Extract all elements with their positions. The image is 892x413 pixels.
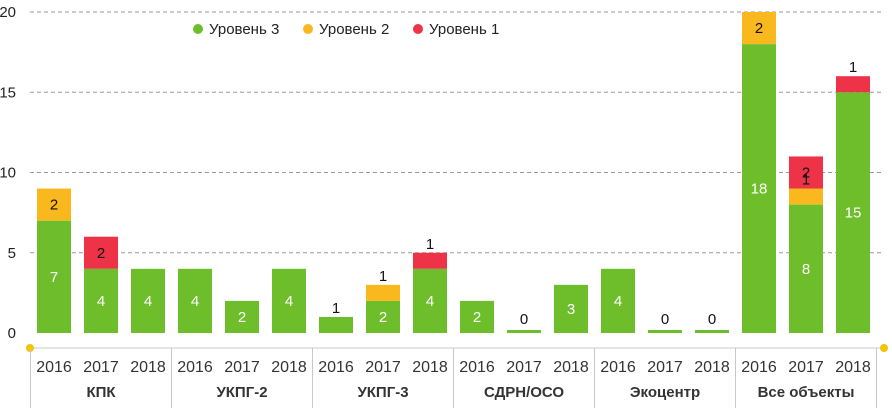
y-tick-label-10: 10 [0, 165, 16, 182]
data-label-Уровень 2-7: 1 [379, 268, 387, 285]
x-tick-label-5: 2018 [271, 359, 307, 376]
x-tick-label-7: 2017 [365, 359, 401, 376]
legend-marker-1 [303, 24, 313, 34]
x-tick-label-11: 2018 [553, 359, 589, 376]
bar-Уровень 2-7 [366, 284, 400, 301]
bar-Уровень 3-16 [789, 204, 823, 333]
data-label-Уровень 2-16: 1 [802, 172, 810, 189]
x-tick-label-0: 2016 [36, 359, 72, 376]
data-label-Уровень 3-15: 18 [751, 181, 768, 198]
data-label-Уровень 3-10: 0 [520, 311, 528, 328]
data-label-Уровень 3-17: 15 [845, 205, 862, 222]
data-label-Уровень 1-17: 1 [849, 59, 857, 76]
bar-Уровень 3-11 [554, 284, 588, 333]
bar-Уровень 3-15 [742, 44, 776, 333]
y-tick-label-0: 0 [8, 325, 16, 342]
x-tick-label-17: 2018 [835, 359, 871, 376]
x-tick-label-8: 2018 [412, 359, 448, 376]
x-tick-label-13: 2017 [647, 359, 683, 376]
x-axis-end-dot [880, 344, 888, 352]
bar-Уровень 3-0 [37, 220, 71, 333]
data-label-Уровень 3-16: 8 [802, 261, 810, 278]
bar-Уровень 2-15 [742, 12, 776, 45]
x-tick-label-15: 2016 [741, 359, 777, 376]
x-tick-label-3: 2016 [177, 359, 213, 376]
x-tick-label-16: 2017 [788, 359, 824, 376]
bar-Уровень 3-6 [319, 316, 353, 333]
bar-Уровень 1-1 [84, 236, 118, 269]
bar-Уровень 2-0 [37, 188, 71, 221]
data-label-Уровень 2-0: 2 [50, 197, 58, 214]
data-label-Уровень 3-3: 4 [191, 293, 199, 310]
legend-marker-0 [193, 24, 203, 34]
data-label-Уровень 3-12: 4 [614, 293, 622, 310]
bar-Уровень 3-5 [272, 268, 306, 333]
x-tick-label-6: 2016 [318, 359, 354, 376]
data-label-Уровень 3-5: 4 [285, 293, 293, 310]
data-label-Уровень 3-2: 4 [144, 293, 152, 310]
bar-Уровень 3-2 [131, 268, 165, 333]
x-tick-label-12: 2016 [600, 359, 636, 376]
legend-marker-2 [413, 24, 423, 34]
legend-label-0: Уровень 3 [209, 21, 279, 38]
group-label-3: СДРН/ОСО [484, 384, 564, 401]
bar-Уровень 3-17 [836, 92, 870, 333]
y-tick-label-5: 5 [8, 245, 16, 262]
x-tick-label-10: 2017 [506, 359, 542, 376]
bar-Уровень 3-3 [178, 268, 212, 333]
bar-Уровень 1-16 [789, 156, 823, 189]
bar-Уровень 3-14 [695, 330, 729, 333]
group-label-2: УКПГ-3 [357, 384, 408, 401]
data-label-Уровень 1-8: 1 [426, 236, 434, 253]
data-label-Уровень 2-15: 2 [755, 20, 763, 37]
data-label-Уровень 3-6: 1 [332, 300, 340, 317]
bar-Уровень 3-1 [84, 268, 118, 333]
x-tick-label-14: 2018 [694, 359, 730, 376]
data-label-Уровень 3-4: 2 [238, 309, 246, 326]
data-label-Уровень 3-14: 0 [708, 311, 716, 328]
x-tick-label-9: 2016 [459, 359, 495, 376]
bar-Уровень 2-16 [789, 188, 823, 205]
bar-Уровень 3-7 [366, 300, 400, 333]
data-label-Уровень 1-16: 2 [802, 165, 810, 182]
group-label-1: УКПГ-2 [216, 384, 267, 401]
x-tick-label-1: 2017 [83, 359, 119, 376]
bar-Уровень 3-8 [413, 268, 447, 333]
data-label-Уровень 3-11: 3 [567, 301, 575, 318]
bar-Уровень 3-4 [225, 300, 259, 333]
x-tick-label-4: 2017 [224, 359, 260, 376]
bar-Уровень 3-10 [507, 330, 541, 333]
data-label-Уровень 3-7: 2 [379, 309, 387, 326]
bar-Уровень 3-9 [460, 300, 494, 333]
bar-Уровень 3-12 [601, 268, 635, 333]
y-tick-label-20: 20 [0, 4, 16, 21]
group-label-5: Все объекты [758, 384, 855, 401]
legend-label-2: Уровень 1 [429, 21, 499, 38]
bar-Уровень 3-13 [648, 330, 682, 333]
data-label-Уровень 3-1: 4 [97, 293, 105, 310]
data-label-Уровень 3-0: 7 [50, 269, 58, 286]
legend-label-1: Уровень 2 [319, 21, 389, 38]
group-label-0: КПК [86, 384, 116, 401]
bar-Уровень 1-8 [413, 252, 447, 269]
y-tick-label-15: 15 [0, 84, 16, 101]
data-label-Уровень 3-9: 2 [473, 309, 481, 326]
data-label-Уровень 1-1: 2 [97, 245, 105, 262]
group-label-4: Экоцентр [630, 384, 700, 401]
data-label-Уровень 3-8: 4 [426, 293, 434, 310]
x-tick-label-2: 2018 [130, 359, 166, 376]
data-label-Уровень 3-13: 0 [661, 311, 669, 328]
bar-Уровень 1-17 [836, 76, 870, 93]
